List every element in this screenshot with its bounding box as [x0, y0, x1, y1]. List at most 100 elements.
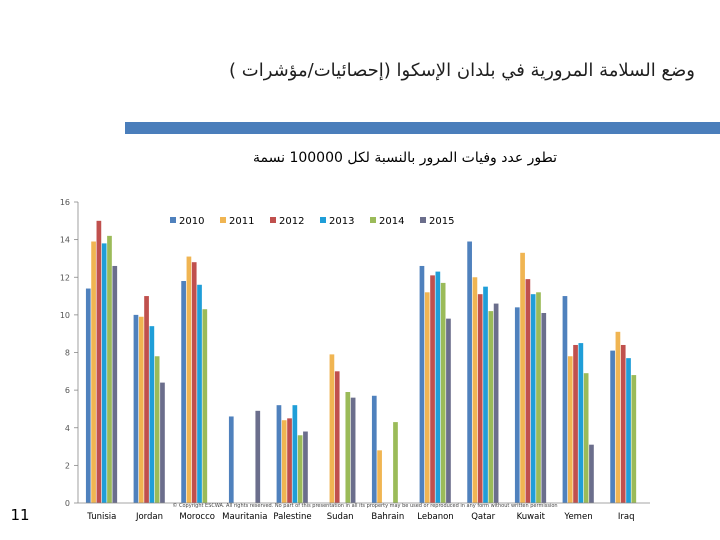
- bar-tunisia-2012: [96, 220, 102, 503]
- y-tick-label: 12: [60, 273, 70, 282]
- legend-label-2013: 2013: [329, 216, 354, 227]
- legend-swatch-2010: [170, 217, 176, 223]
- slide-title: وضع السلامة المرورية في بلدان الإسكوا (إ…: [229, 60, 695, 81]
- bar-yemen-2015: [589, 444, 594, 503]
- bar-sudan-2014: [345, 392, 351, 503]
- category-label: Bahrain: [371, 512, 404, 522]
- bar-lebanon-2012: [430, 275, 435, 503]
- bar-kuwait-2015: [541, 312, 547, 503]
- legend-swatch-2015: [420, 217, 426, 223]
- bar-sudan-2015: [350, 397, 356, 503]
- legend-swatch-2013: [320, 217, 326, 223]
- page-number: 11: [10, 506, 30, 524]
- bar-palestine-2011: [281, 420, 287, 503]
- category-label: Palestine: [273, 512, 311, 522]
- bar-qatar-2012: [477, 294, 483, 503]
- bar-yemen-2014: [583, 373, 589, 503]
- category-label: Morocco: [179, 512, 215, 522]
- category-label: Sudan: [327, 512, 354, 522]
- bar-tunisia-2011: [91, 241, 96, 503]
- legend-label-2012: 2012: [279, 216, 304, 227]
- bar-kuwait-2011: [520, 252, 525, 503]
- y-tick-label: 2: [65, 461, 70, 470]
- bar-tunisia-2014: [107, 235, 112, 504]
- y-tick-label: 4: [65, 424, 70, 433]
- bar-qatar-2013: [483, 286, 488, 503]
- category-label: Yemen: [563, 512, 592, 522]
- bar-yemen-2010: [562, 296, 568, 503]
- bar-tunisia-2015: [112, 265, 118, 503]
- bar-sudan-2011: [329, 354, 335, 503]
- y-tick-label: 6: [65, 386, 70, 395]
- bar-sudan-2012: [334, 371, 340, 503]
- bar-qatar-2010: [467, 241, 472, 503]
- category-label: Lebanon: [417, 512, 453, 522]
- bar-morocco-2010: [181, 281, 186, 503]
- bar-kuwait-2014: [536, 292, 541, 503]
- bar-lebanon-2014: [440, 282, 446, 503]
- bar-kuwait-2012: [525, 279, 531, 503]
- category-label: Qatar: [471, 512, 495, 522]
- category-label: Iraq: [618, 512, 635, 522]
- bar-qatar-2014: [488, 311, 494, 503]
- bar-palestine-2014: [297, 435, 303, 503]
- bar-palestine-2010: [276, 405, 282, 503]
- bar-yemen-2011: [567, 356, 573, 503]
- legend-label-2011: 2011: [229, 216, 254, 227]
- bar-jordan-2011: [138, 316, 144, 503]
- bar-tunisia-2010: [85, 288, 91, 503]
- bar-lebanon-2010: [419, 265, 425, 503]
- bar-tunisia-2013: [101, 243, 107, 503]
- y-tick-label: 8: [65, 349, 70, 358]
- bar-qatar-2011: [472, 277, 478, 503]
- bar-jordan-2015: [160, 382, 165, 503]
- legend-label-2010: 2010: [179, 216, 204, 227]
- bar-iraq-2014: [631, 375, 637, 503]
- legend-swatch-2011: [220, 217, 226, 223]
- bar-kuwait-2010: [514, 307, 520, 503]
- legend-swatch-2014: [370, 217, 376, 223]
- bar-iraq-2010: [610, 350, 615, 503]
- bar-yemen-2013: [578, 343, 584, 503]
- bar-morocco-2014: [202, 309, 208, 503]
- bar-lebanon-2013: [435, 271, 441, 503]
- bar-bahrain-2014: [393, 422, 398, 503]
- copyright-notice: © Copyright ESCWA. All rights reserved. …: [172, 503, 558, 509]
- category-label: Tunisia: [86, 512, 116, 522]
- title-accent-bar: [125, 122, 720, 134]
- bar-mauritania-2010: [228, 416, 234, 503]
- bar-morocco-2012: [191, 262, 197, 503]
- bar-bahrain-2011: [377, 450, 382, 503]
- bar-jordan-2013: [149, 326, 155, 503]
- bar-iraq-2013: [626, 358, 631, 503]
- bar-qatar-2015: [493, 303, 499, 503]
- bar-iraq-2012: [620, 344, 626, 503]
- bar-jordan-2010: [133, 314, 139, 503]
- bar-lebanon-2011: [424, 292, 430, 503]
- legend-label-2015: 2015: [429, 216, 454, 227]
- bar-palestine-2013: [292, 405, 298, 503]
- category-label: Kuwait: [517, 512, 546, 522]
- legend-label-2014: 2014: [379, 216, 404, 227]
- bar-kuwait-2013: [530, 294, 536, 503]
- bar-bahrain-2010: [371, 395, 377, 503]
- bar-lebanon-2015: [446, 318, 451, 503]
- y-tick-label: 14: [60, 236, 70, 245]
- bar-yemen-2012: [573, 344, 578, 503]
- bar-palestine-2012: [287, 418, 292, 503]
- category-label: Jordan: [135, 512, 163, 522]
- bar-morocco-2011: [186, 256, 192, 503]
- y-tick-label: 16: [60, 198, 70, 207]
- chart-title: تطور عدد وفيات المرور بالنسبة لكل 100000…: [253, 150, 557, 166]
- bar-palestine-2015: [303, 431, 308, 503]
- bar-iraq-2011: [615, 331, 621, 503]
- bar-morocco-2013: [197, 284, 202, 503]
- category-label: Mauritania: [222, 512, 267, 522]
- bar-jordan-2012: [144, 296, 149, 503]
- bar-jordan-2014: [154, 356, 160, 503]
- y-tick-label: 10: [60, 311, 70, 320]
- y-tick-label: 0: [65, 499, 70, 508]
- legend-swatch-2012: [270, 217, 276, 223]
- bar-mauritania-2015: [255, 410, 261, 503]
